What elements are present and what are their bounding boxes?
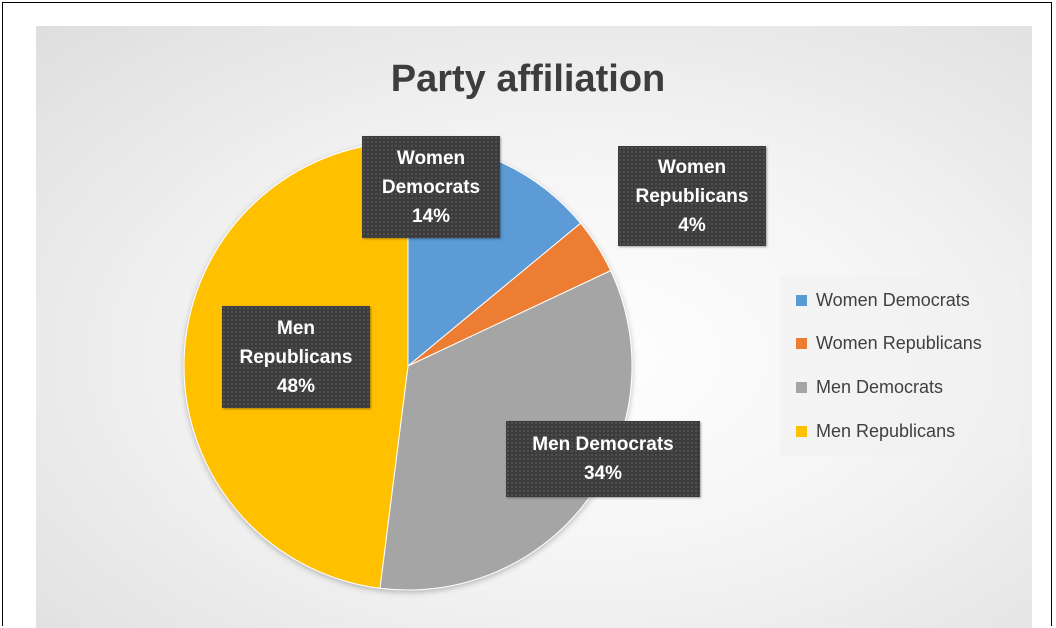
legend-label: Men Republicans	[816, 420, 956, 441]
legend-swatch	[796, 381, 807, 393]
data-label-women-democrats: Women Democrats 14%	[362, 136, 500, 238]
data-label-line: Republicans	[635, 185, 749, 207]
data-label-line: 34%	[583, 463, 623, 484]
data-label-line: Men Democrats	[532, 434, 674, 455]
legend-item-men-democrats: Men Democrats	[796, 376, 943, 398]
data-label-men-democrats: Men Democrats 34%	[506, 421, 700, 497]
legend: Women Democrats Women Republicans Men De…	[780, 276, 1020, 456]
legend-label: Women Democrats	[816, 289, 970, 310]
legend-label: Men Democrats	[816, 376, 944, 397]
data-label-line: 14%	[411, 205, 451, 227]
data-label-line: Republicans	[239, 346, 353, 368]
legend-swatch	[796, 294, 807, 306]
data-label-line: 48%	[276, 375, 316, 397]
data-label-line: Women	[657, 156, 727, 178]
legend-item-women-democrats: Women Democrats	[796, 289, 970, 311]
legend-item-women-republicans: Women Republicans	[796, 332, 982, 354]
chart-title: Party affiliation	[390, 58, 666, 100]
data-label-line: 4%	[678, 214, 706, 236]
legend-label: Women Republicans	[816, 332, 982, 353]
data-label-line: Women	[396, 147, 466, 169]
data-label-line: Democrats	[381, 176, 481, 198]
data-label-men-republicans: Men Republicans 48%	[222, 306, 370, 408]
data-label-line: Men	[277, 317, 315, 339]
pie-slice-men-democrats	[379, 269, 633, 591]
legend-swatch	[796, 337, 807, 349]
data-label-women-republicans: Women Republicans 4%	[618, 146, 766, 246]
legend-swatch	[796, 425, 807, 437]
legend-item-men-republicans: Men Republicans	[796, 420, 955, 442]
